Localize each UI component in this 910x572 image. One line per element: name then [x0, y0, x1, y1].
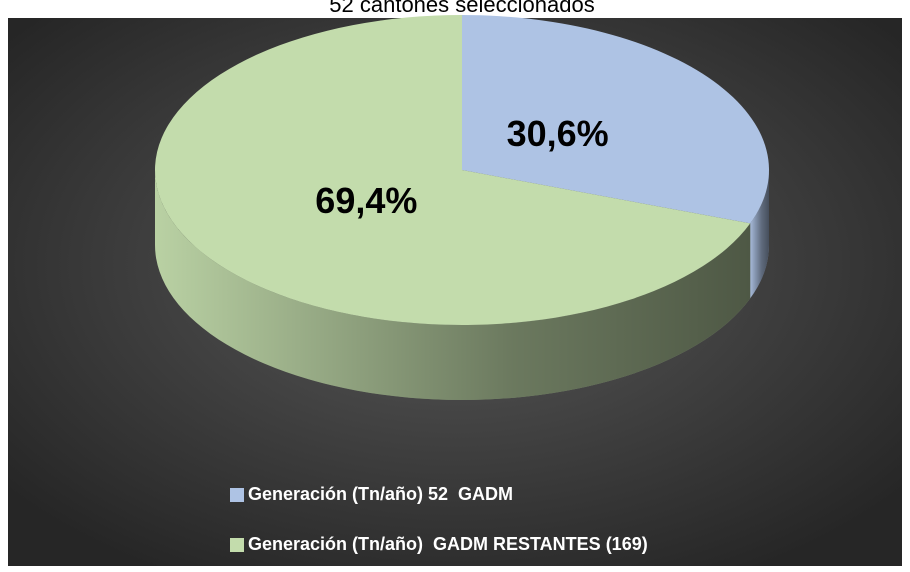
slice-side-shade: [154, 170, 751, 400]
data-label: 69,4%: [315, 180, 417, 221]
legend-label: Generación (Tn/año) GADM RESTANTES (169): [248, 534, 648, 554]
slice: [462, 15, 770, 224]
slice: [154, 15, 751, 325]
legend-label: Generación (Tn/año) 52 GADM: [248, 484, 513, 504]
legend-swatch: [230, 538, 244, 552]
legend-swatch: [230, 488, 244, 502]
slice-side-shade: [750, 170, 769, 299]
chart-title: 52 cantones seleccionados: [329, 0, 594, 17]
data-label: 30,6%: [507, 113, 609, 154]
